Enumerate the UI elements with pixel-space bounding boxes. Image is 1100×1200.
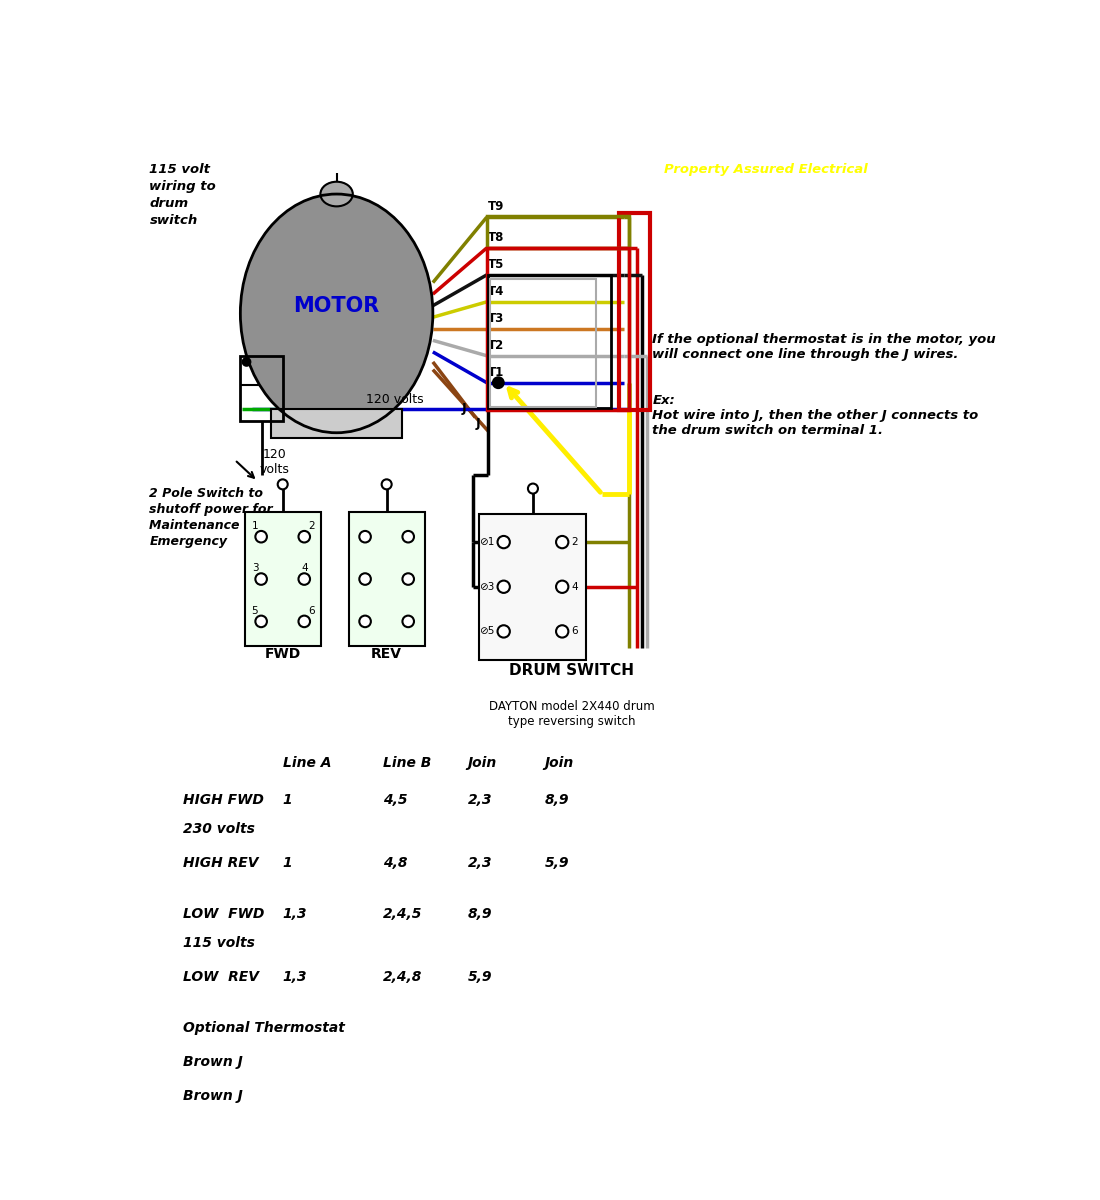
Circle shape [298,574,310,584]
Circle shape [497,625,510,637]
Text: 6: 6 [572,626,579,636]
Text: ⊘1: ⊘1 [480,538,495,547]
Text: 1,3: 1,3 [283,971,307,984]
Text: T1: T1 [488,366,505,379]
Circle shape [497,536,510,548]
Text: Ex:
Hot wire into J, then the other J connects to
the drum switch on terminal 1.: Ex: Hot wire into J, then the other J co… [652,395,979,437]
Text: T9: T9 [488,200,505,214]
Text: Line A: Line A [283,756,331,770]
Circle shape [497,581,510,593]
Circle shape [255,574,267,584]
Text: 230 volts: 230 volts [183,822,254,836]
Text: 2,4,5: 2,4,5 [383,907,422,922]
Text: 1,3: 1,3 [283,907,307,922]
FancyBboxPatch shape [271,409,402,438]
Text: 4: 4 [301,563,308,574]
Text: 6: 6 [309,606,316,616]
Text: Brown J: Brown J [183,1055,242,1069]
Text: HIGH FWD: HIGH FWD [183,793,264,808]
Text: 2 Pole Switch to
shutoff power for
Maintenance or
Emergency: 2 Pole Switch to shutoff power for Maint… [150,487,273,547]
Text: 5: 5 [252,606,258,616]
Circle shape [403,616,414,628]
Circle shape [360,530,371,542]
FancyBboxPatch shape [480,514,586,660]
Text: Line B: Line B [383,756,431,770]
Text: DRUM SWITCH: DRUM SWITCH [509,662,634,678]
Text: 5,9: 5,9 [468,971,492,984]
Text: T5: T5 [488,258,505,271]
Text: 4: 4 [572,582,579,592]
Text: 2,3: 2,3 [468,857,492,870]
Circle shape [277,479,288,490]
Circle shape [243,358,251,366]
Text: Optional Thermostat: Optional Thermostat [183,1021,344,1036]
Text: 2,4,8: 2,4,8 [383,971,422,984]
Text: 2: 2 [309,521,316,530]
Circle shape [298,530,310,542]
Text: Brown J: Brown J [183,1088,242,1103]
Text: 8,9: 8,9 [544,793,569,808]
Text: Join: Join [468,756,497,770]
Text: 5,9: 5,9 [544,857,569,870]
Text: DAYTON model 2X440 drum
type reversing switch: DAYTON model 2X440 drum type reversing s… [488,701,654,728]
Text: 120
volts: 120 volts [260,448,290,476]
Text: 2,3: 2,3 [468,793,492,808]
Circle shape [360,616,371,628]
Text: LOW  FWD: LOW FWD [183,907,264,922]
Text: 2: 2 [572,538,579,547]
Text: J: J [475,416,480,430]
Text: T8: T8 [488,232,505,244]
Ellipse shape [320,181,353,206]
Text: 4,5: 4,5 [383,793,407,808]
Text: 8,9: 8,9 [468,907,492,922]
Text: Join: Join [544,756,574,770]
Text: 115 volt
wiring to
drum
switch: 115 volt wiring to drum switch [150,163,217,227]
Circle shape [403,530,414,542]
Text: 3: 3 [252,563,258,574]
Text: 1: 1 [252,521,258,530]
Text: LOW  REV: LOW REV [183,971,258,984]
FancyBboxPatch shape [244,512,321,646]
Text: T2: T2 [488,338,505,352]
Text: FWD: FWD [265,647,300,661]
Circle shape [255,530,267,542]
Ellipse shape [241,194,433,433]
Text: If the optional thermostat is in the motor, you
will connect one line through th: If the optional thermostat is in the mot… [652,332,996,361]
Text: MOTOR: MOTOR [294,295,379,316]
Text: HIGH REV: HIGH REV [183,857,258,870]
Text: REV: REV [371,647,403,661]
Circle shape [557,581,569,593]
Text: ⊘5: ⊘5 [480,626,495,636]
Circle shape [298,616,310,628]
Circle shape [557,625,569,637]
Circle shape [360,574,371,584]
Circle shape [382,479,392,490]
Text: 120 volts: 120 volts [365,394,424,407]
Text: 1: 1 [283,857,293,870]
Circle shape [493,377,504,388]
Text: 1: 1 [283,793,293,808]
Circle shape [528,484,538,493]
Circle shape [403,574,414,584]
Text: T3: T3 [488,312,505,325]
Circle shape [557,536,569,548]
Circle shape [255,616,267,628]
Text: 4,8: 4,8 [383,857,407,870]
FancyBboxPatch shape [349,512,425,646]
Text: 115 volts: 115 volts [183,936,254,950]
Text: ⊘3: ⊘3 [480,582,495,592]
Text: J: J [462,402,466,415]
Text: Property Assured Electrical: Property Assured Electrical [664,163,868,176]
Text: T4: T4 [488,284,505,298]
